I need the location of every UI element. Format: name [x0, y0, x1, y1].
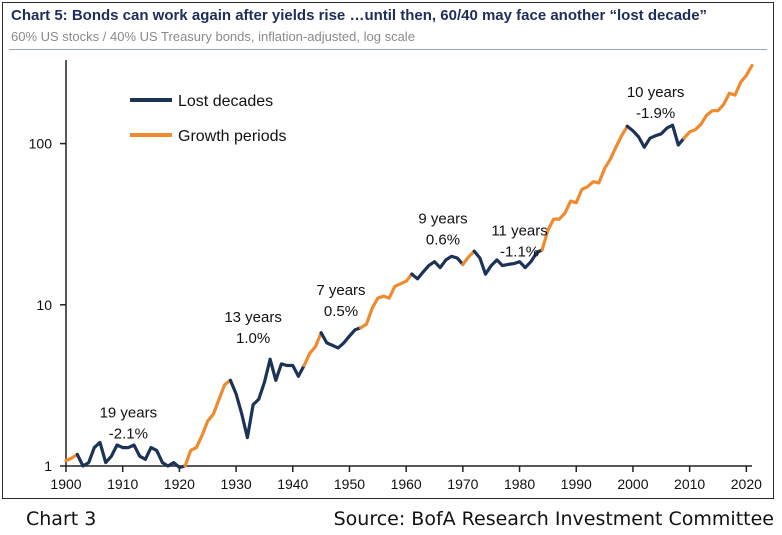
annotation-duration: 7 years	[316, 282, 365, 299]
annotation-return: 0.5%	[324, 303, 358, 320]
annotation-return: -1.1%	[500, 243, 539, 260]
annotation-return: -1.9%	[636, 105, 675, 122]
lost-decade-line-9	[472, 248, 544, 276]
annotation-duration: 13 years	[224, 309, 282, 326]
x-tick-label: 1960	[391, 476, 422, 492]
annotation-return: -2.1%	[109, 425, 148, 442]
growth-period-line-2	[183, 378, 232, 468]
x-tick-label: 2020	[731, 476, 762, 492]
lost-decade-line-3	[228, 357, 306, 440]
annotation-duration: 9 years	[418, 210, 467, 227]
x-tick-label: 1980	[504, 476, 535, 492]
growth-period-line-4	[302, 331, 323, 368]
x-tick-label: 2010	[674, 476, 705, 492]
x-tick-label: 1910	[107, 476, 138, 492]
x-tick-label: 1950	[334, 476, 365, 492]
x-tick-label: 1940	[277, 476, 308, 492]
x-tick-label: 1990	[561, 476, 592, 492]
chart-subtitle: 60% US stocks / 40% US Treasury bonds, i…	[11, 29, 415, 44]
legend-label-growth: Growth periods	[178, 128, 287, 145]
lost-decade-line-1	[75, 440, 187, 469]
annotation-return: 1.0%	[236, 330, 270, 347]
y-tick-label: 10	[36, 297, 52, 313]
annotation-duration: 11 years	[491, 222, 547, 239]
x-tick-label: 1930	[221, 476, 252, 492]
annotation-duration: 19 years	[100, 404, 158, 421]
y-tick-label: 1	[44, 458, 52, 474]
lost-decade-line-7	[410, 254, 465, 281]
lost-decade-line-5	[319, 326, 363, 350]
chart-frame: Chart 5: Bonds can work again after yiel…	[2, 2, 774, 499]
annotation-return: 0.6%	[426, 231, 460, 248]
growth-period-line-0	[64, 452, 79, 463]
title-divider	[9, 49, 767, 50]
chart-title: Chart 5: Bonds can work again after yiel…	[11, 7, 708, 24]
annotation-duration: 10 years	[627, 84, 685, 101]
x-tick-label: 1970	[447, 476, 478, 492]
y-tick-label: 100	[29, 136, 53, 152]
x-tick-label: 1920	[164, 476, 195, 492]
source-note: Source: BofA Research Investment Committ…	[333, 508, 774, 530]
x-tick-label: 1900	[50, 476, 81, 492]
legend-label-lost: Lost decades	[178, 93, 273, 110]
growth-period-line-10	[540, 124, 629, 252]
growth-period-line-12	[682, 63, 754, 140]
x-tick-label: 2000	[617, 476, 648, 492]
chart-caption: Chart 3	[26, 508, 97, 530]
lost-decade-line-11	[625, 123, 686, 149]
growth-period-line-8	[461, 249, 476, 266]
growth-period-line-6	[359, 272, 414, 330]
